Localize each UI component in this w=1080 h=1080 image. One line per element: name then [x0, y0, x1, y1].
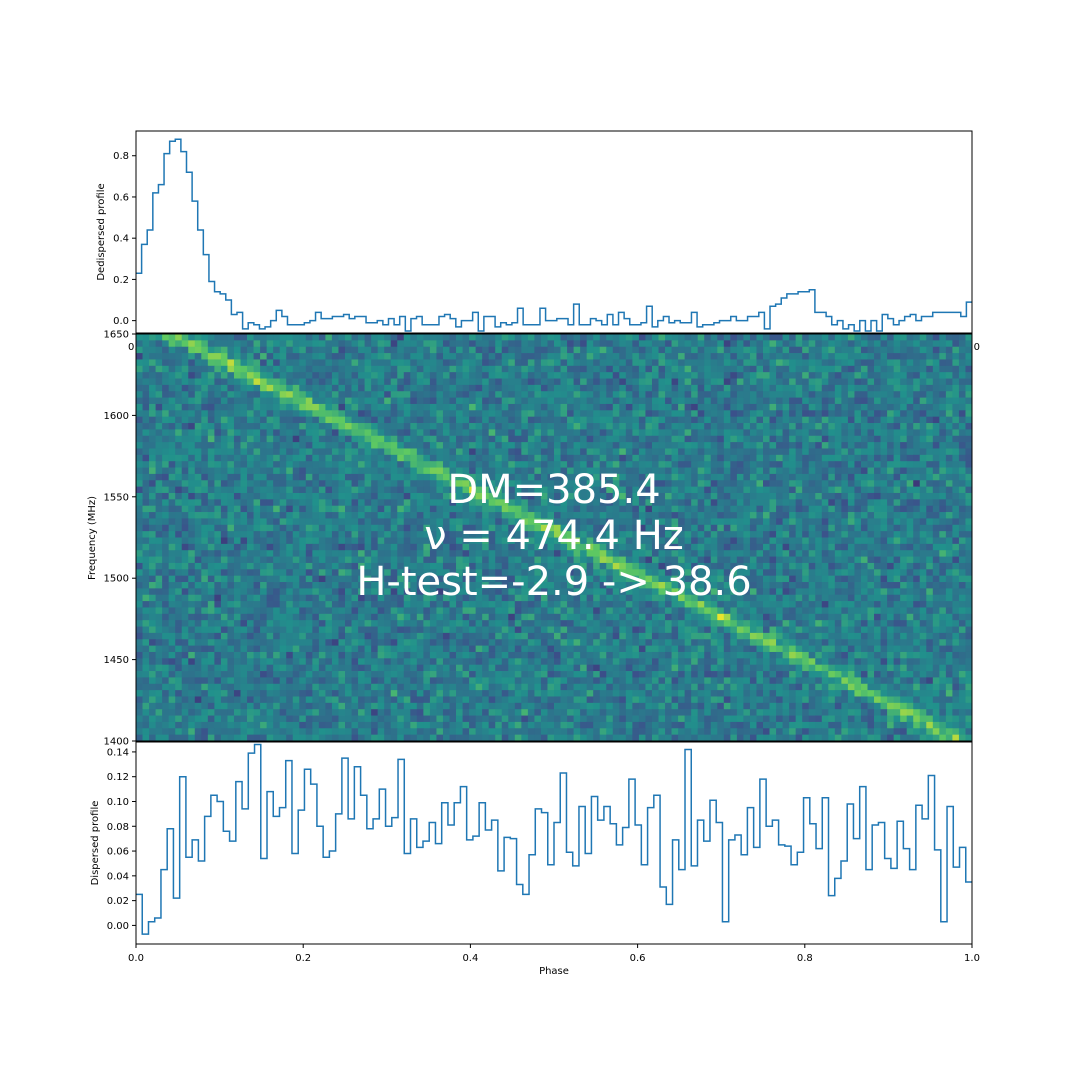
y-tick-label: 0.6 [113, 192, 129, 203]
x-tick-label: 0.8 [797, 953, 813, 964]
frequency-phase-heatmap-panel: 1400 1450 1500 1550 1600 1650 Frequency (MHz)… [87, 330, 972, 748]
y-tick-label: 0.2 [113, 275, 129, 286]
y-tick-label: 0.04 [107, 871, 129, 882]
dispersed-profile-ylabel: Dispersed profile [90, 801, 101, 886]
y-tick-label: 0.4 [113, 234, 129, 245]
dedispersed-profile-ylabel: Dedispersed profile [96, 183, 107, 280]
y-tick-label: 0.8 [113, 151, 129, 162]
h-test-annotation: H-test=-2.9 -> 38.6 [356, 559, 751, 605]
y-tick-label: 0.14 [107, 747, 129, 758]
y-tick-label: 0.00 [107, 921, 129, 932]
y-tick-label: 0.02 [107, 896, 129, 907]
dedispersed-profile-panel: 0.00.20.40.60.81.00.00.20.40.60.8 Dedisp… [96, 131, 980, 353]
y-tick-label: 0.08 [107, 822, 129, 833]
x-tick-label: 0.0 [128, 953, 144, 964]
y-tick-label: 1550 [104, 492, 129, 503]
frequency-annotation: ν = 474.4 Hz [424, 513, 684, 559]
phase-xlabel: Phase [539, 966, 569, 977]
x-tick-label: 0.6 [630, 953, 646, 964]
x-tick-label: 0.2 [295, 953, 311, 964]
heatmap-ylabel: Frequency (MHz) [87, 496, 98, 580]
y-tick-label: 1500 [104, 574, 129, 585]
y-tick-label: 0.12 [107, 772, 129, 783]
y-tick-label: 1450 [104, 655, 129, 666]
y-tick-label: 1650 [104, 330, 129, 341]
dm-annotation: DM=385.4 [447, 467, 660, 513]
dispersed-profile-panel: 0.0 0.2 0.4 0.6 0.8 1.0 0.00 0.02 0.04 0.06 0.08 0.… [90, 742, 980, 977]
dedispersed-profile-plot-area [136, 131, 972, 333]
y-tick-label: 1400 [104, 737, 129, 748]
x-tick-label: 0.4 [462, 953, 478, 964]
y-tick-label: 0.0 [113, 316, 129, 327]
x-tick-label: 1.0 [964, 953, 980, 964]
y-tick-label: 1600 [104, 411, 129, 422]
y-tick-label: 0.06 [107, 847, 129, 858]
y-tick-label: 0.10 [107, 797, 129, 808]
